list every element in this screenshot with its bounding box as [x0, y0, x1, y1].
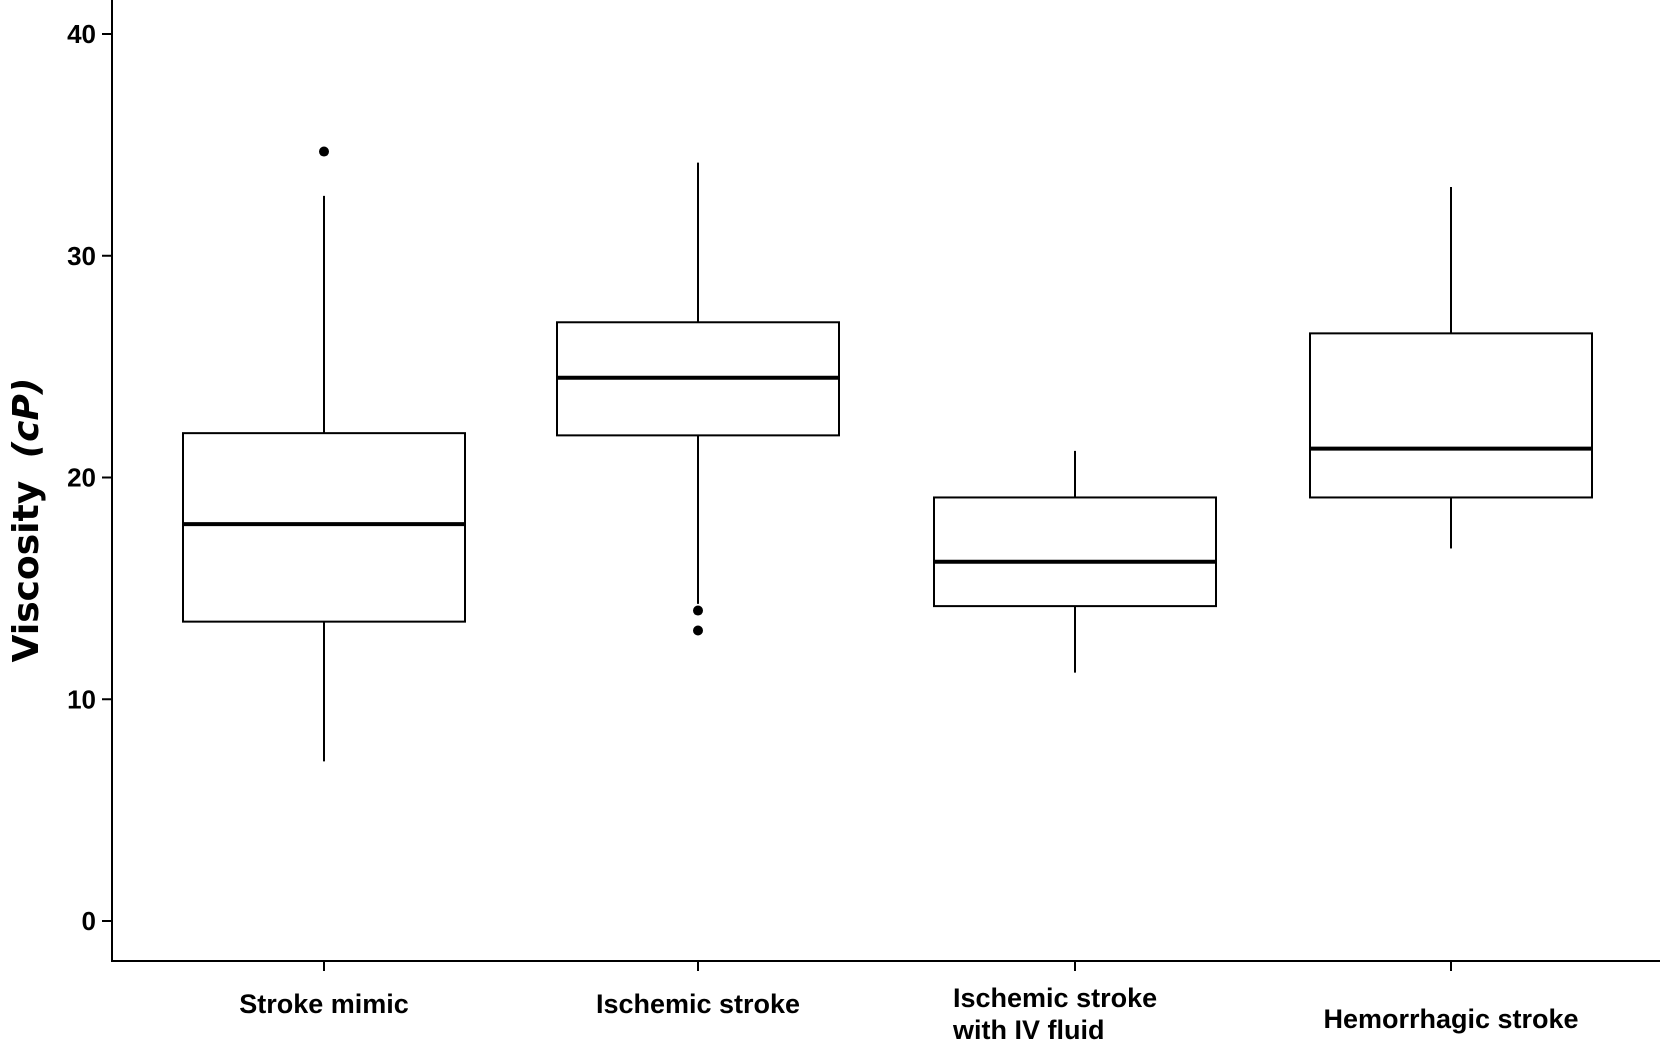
outlier-point	[693, 605, 703, 616]
x-category-label: Stroke mimic	[239, 989, 409, 1019]
x-ticks: Stroke mimic Ischemic stroke Ischemic stro…	[239, 961, 1579, 1045]
x-category-label: Ischemic stroke	[953, 983, 1157, 1013]
x-category-label: Hemorrhagic stroke	[1323, 1004, 1578, 1034]
boxes-layer	[182, 146, 1593, 762]
iqr-box	[1309, 332, 1593, 499]
box-1	[182, 146, 466, 762]
axes-layer	[111, 0, 1660, 962]
y-ticks: 0 10 20 30 40	[67, 19, 112, 936]
y-axis-title: Viscosity (cP)	[6, 378, 47, 663]
y-tick-label: 40	[67, 19, 96, 49]
y-tick-label: 20	[67, 463, 96, 493]
y-tick-label: 10	[67, 684, 96, 714]
box-3	[933, 450, 1217, 673]
x-category-label: Ischemic stroke	[596, 989, 800, 1019]
iqr-box	[182, 432, 466, 623]
y-axis-title-label: Viscosity	[6, 481, 47, 663]
y-axis-title-unit: (cP)	[6, 378, 47, 459]
outlier-point	[319, 146, 329, 157]
box-2	[556, 162, 840, 636]
box-4	[1309, 187, 1593, 549]
x-category-label: with IV fluid	[952, 1015, 1104, 1045]
y-tick-label: 30	[67, 241, 96, 271]
outlier-point	[693, 625, 703, 636]
y-tick-label: 0	[82, 906, 96, 936]
iqr-box	[933, 496, 1217, 608]
